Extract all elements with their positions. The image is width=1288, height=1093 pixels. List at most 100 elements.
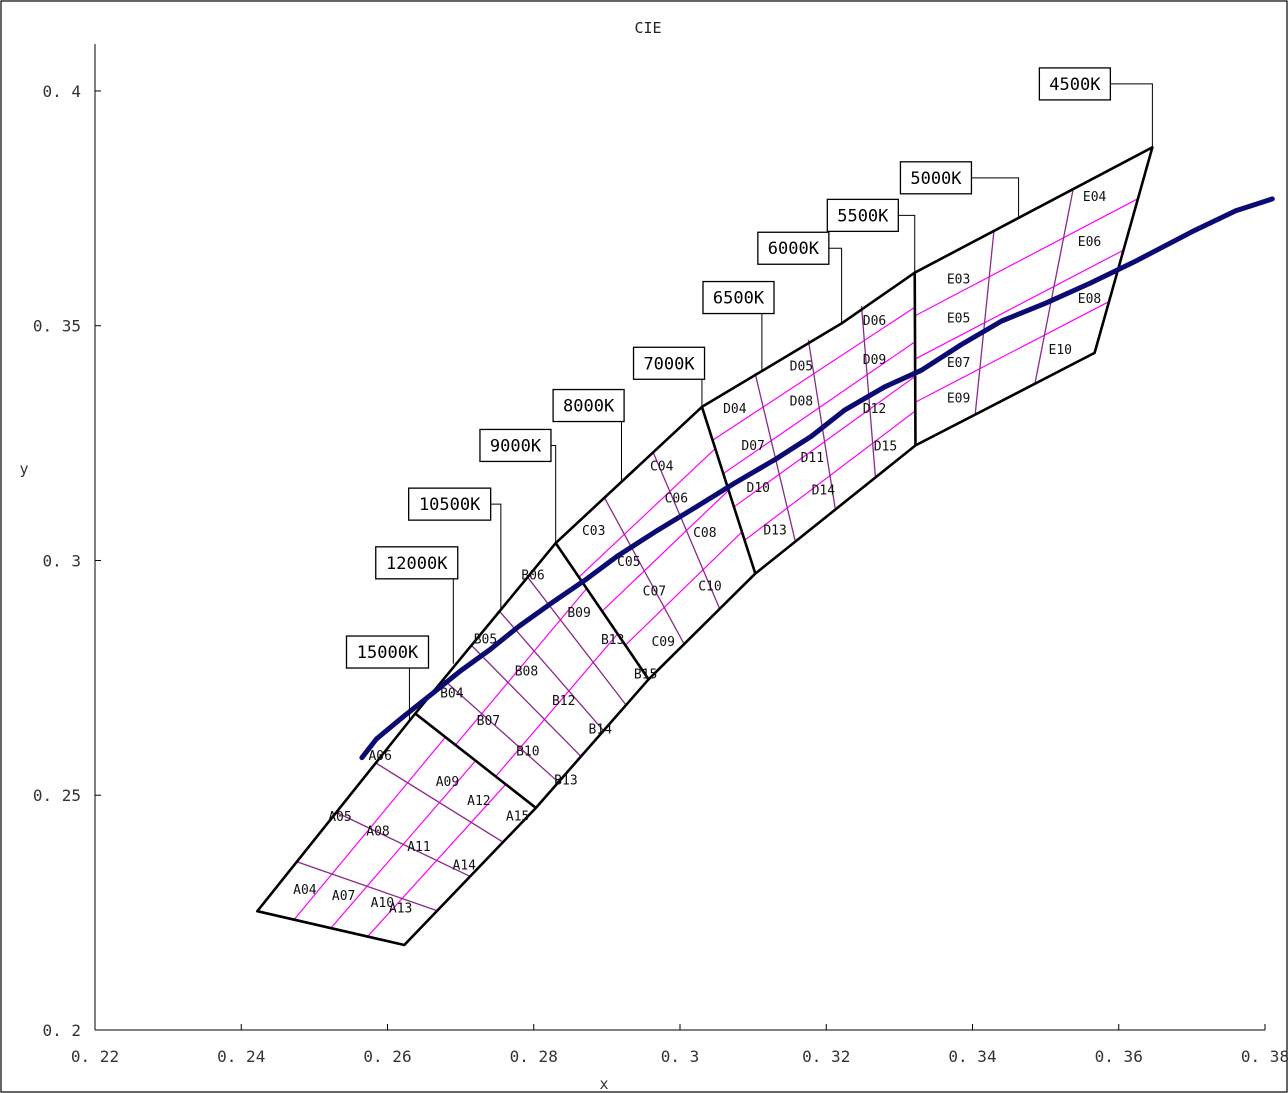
bin-label: B10	[516, 744, 539, 759]
bin-column-line	[527, 576, 627, 706]
bin-label: B12	[552, 694, 575, 709]
cct-leader-line	[1110, 83, 1153, 148]
x-tick-label: 0. 36	[1095, 1047, 1143, 1066]
cct-leader-line	[490, 503, 502, 610]
bin-column-line	[442, 678, 559, 783]
cct-box	[408, 487, 492, 521]
bin-label: C08	[693, 526, 716, 541]
cct-leader-line	[898, 214, 916, 273]
bin-label: A15	[506, 810, 529, 825]
cct-callouts: 15000K 12000K 10500K 9000K 8000K 7000K 6500K 60…	[345, 67, 1153, 721]
bin-label: A06	[368, 749, 391, 764]
axes: 0. 22 0. 24 0. 26 0. 28 0. 3 0. 32 0. 34 0. 36 0…	[33, 44, 1288, 1066]
bin-outline-path	[256, 146, 1154, 947]
bin-column-line	[603, 497, 685, 645]
blackbody-locus	[359, 196, 1275, 761]
bin-label: D12	[863, 402, 886, 417]
bin-label: B05	[474, 633, 497, 648]
cct-label: 9000K	[490, 436, 542, 456]
y-tick-label: 0. 3	[42, 551, 81, 570]
bin-label: D09	[863, 353, 886, 368]
cct-box	[757, 231, 830, 265]
cct-callout: 5000K	[899, 161, 1020, 218]
bin-grid-lines	[293, 188, 1139, 937]
bin-column-line	[375, 762, 504, 843]
bin-label: E05	[947, 311, 970, 326]
y-tick-label: 0. 25	[33, 786, 81, 805]
cct-label: 8000K	[563, 397, 615, 417]
cct-leader-line	[828, 247, 843, 324]
bin-label: A08	[366, 825, 389, 840]
bin-label: D07	[741, 439, 764, 454]
cct-label: 4500K	[1049, 75, 1101, 95]
bin-label: A04	[293, 883, 317, 898]
bin-row-line	[578, 448, 716, 578]
bin-label: B09	[567, 606, 590, 621]
bin-row-line	[914, 198, 1139, 317]
cct-box	[479, 428, 552, 463]
bin-label: A13	[389, 902, 412, 917]
bin-column-line	[807, 339, 837, 510]
cct-box	[552, 388, 625, 423]
cct-box	[632, 346, 706, 380]
bin-column-line	[652, 452, 721, 610]
bin-label: D04	[723, 402, 747, 417]
bin-label: C10	[698, 580, 721, 595]
cct-label: 5500K	[837, 206, 889, 226]
cct-box	[899, 161, 973, 195]
cct-label: 6500K	[713, 289, 765, 309]
bin-label: D05	[790, 359, 813, 374]
cct-box	[702, 280, 775, 315]
cct-label: 10500K	[419, 495, 481, 515]
cct-box	[345, 635, 430, 669]
bin-label: A14	[453, 858, 477, 873]
bin-label: D10	[747, 481, 770, 496]
cct-callout: 7000K	[632, 346, 706, 407]
bin-label: A10	[371, 896, 394, 911]
bin-label: E04	[1083, 190, 1107, 205]
cct-box	[826, 198, 899, 233]
cct-leader-line	[550, 444, 557, 544]
bin-label: C03	[582, 524, 605, 539]
y-tick-label: 0. 2	[42, 1021, 81, 1040]
cct-label: 7000K	[643, 354, 695, 374]
cct-callout: 12000K	[375, 546, 459, 664]
x-tick-label: 0. 32	[802, 1047, 850, 1066]
cct-divider	[913, 272, 917, 446]
cct-label: 5000K	[910, 169, 962, 189]
bin-label: B04	[440, 687, 464, 702]
bin-label: E06	[1078, 235, 1101, 250]
bin-label: E09	[947, 392, 970, 407]
x-tick-label: 0. 3	[661, 1047, 700, 1066]
bin-label: D13	[763, 524, 786, 539]
bin-label: A07	[332, 889, 355, 904]
bin-label: C09	[651, 635, 674, 650]
bin-label: E08	[1078, 292, 1101, 307]
y-tick-label: 0. 35	[33, 317, 81, 336]
bin-label: C04	[650, 459, 674, 474]
bin-label: E03	[947, 272, 970, 287]
cct-callout: 6500K	[702, 280, 775, 371]
cct-leader-line	[971, 177, 1020, 218]
bin-label: E07	[947, 356, 970, 371]
cct-callout: 5500K	[826, 198, 916, 273]
cct-box	[1038, 67, 1112, 101]
x-axis-title: x	[599, 1075, 608, 1093]
y-tick-label: 0. 4	[42, 82, 81, 101]
bin-label: B07	[477, 714, 500, 729]
bin-label: B13	[554, 773, 577, 788]
bin-label: C06	[665, 491, 688, 506]
bin-label: B14	[589, 722, 613, 737]
bin-row-line	[495, 633, 619, 777]
bin-label: E10	[1049, 343, 1072, 358]
cct-callout: 8000K	[552, 388, 625, 484]
x-tick-label: 0. 22	[71, 1047, 119, 1066]
x-tick-label: 0. 24	[217, 1047, 265, 1066]
bin-label: B13	[601, 633, 624, 648]
bin-label: D08	[790, 395, 813, 410]
bin-row-line	[455, 588, 588, 746]
bin-labels: A04 A05 A06 A07 A08 A09 A10 A11 A12 A13 A14 A15 B04 B…	[293, 190, 1106, 917]
cct-label: 6000K	[768, 239, 820, 259]
bin-row-line	[601, 489, 730, 612]
